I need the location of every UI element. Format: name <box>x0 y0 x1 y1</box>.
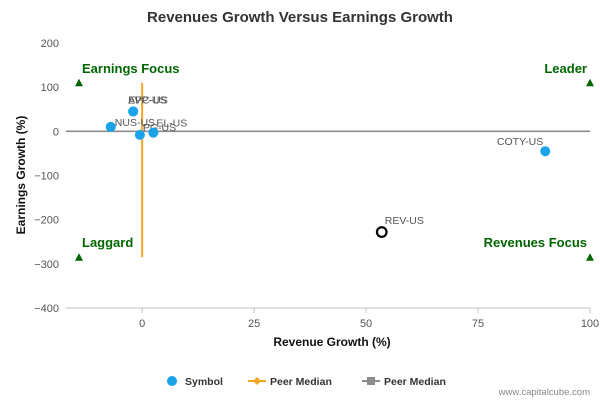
data-point-label: COTY-US <box>497 136 543 148</box>
quadrant-marker-triangle <box>75 78 83 87</box>
quadrant-label: Leader <box>544 61 587 76</box>
y-axis-title: Earnings Growth (%) <box>14 116 28 235</box>
data-point-marker <box>128 106 139 117</box>
quadrant-label: Revenues Focus <box>484 235 587 250</box>
data-point-label: AVP-US <box>128 94 166 106</box>
x-tick-label: 25 <box>248 318 260 330</box>
x-tick-label: 100 <box>581 318 599 330</box>
data-point-marker <box>134 129 145 140</box>
y-tick-label: −200 <box>34 215 59 227</box>
x-tick-label: 75 <box>472 318 484 330</box>
source-credit: www.capitalcube.com <box>498 387 590 398</box>
quadrant-marker-triangle <box>75 253 83 261</box>
quadrant-marker-triangle <box>586 253 594 261</box>
x-tick-label: 50 <box>360 318 372 330</box>
peer-median-lines <box>66 82 590 258</box>
x-axis-ticks: 0 25 50 75 100 <box>66 307 599 330</box>
y-tick-label: −100 <box>34 171 59 183</box>
quadrant-label: Laggard <box>82 235 133 250</box>
y-tick-label: −400 <box>34 303 59 315</box>
quadrant-marker-triangle <box>586 78 594 87</box>
x-axis-title: Revenue Growth (%) <box>273 335 390 349</box>
data-point-marker <box>540 146 551 157</box>
plot-area: 0 25 50 75 100 200 100 0 −100 −200 −300 −400 Earni… <box>34 38 599 330</box>
data-point-label: EL-US <box>156 118 187 130</box>
highlight-point-label: REV-US <box>385 215 424 227</box>
quadrant-labels: Earnings Focus Leader Laggard Revenues Focu… <box>75 61 594 261</box>
legend-symbol-diamond <box>253 377 261 385</box>
data-points: NUS-USEPC-USAVP-USPG-USEL-USCOTY-USREV-U… <box>105 94 551 238</box>
data-point-marker <box>148 127 159 138</box>
legend: Symbol Peer Median Peer Median <box>167 376 446 388</box>
legend-label: Symbol <box>185 376 223 388</box>
legend-symbol-circle <box>167 376 177 386</box>
data-point-marker <box>105 121 116 132</box>
data-point-label: NUS-US <box>115 117 155 129</box>
y-tick-label: 200 <box>41 38 59 50</box>
y-tick-label: 0 <box>53 126 59 138</box>
x-tick-label: 0 <box>139 318 145 330</box>
legend-symbol-square <box>367 377 375 385</box>
y-axis-ticks: 200 100 0 −100 −200 −300 −400 <box>34 38 59 315</box>
data-point-label: EPC-US <box>128 94 168 106</box>
y-tick-label: −300 <box>34 259 59 271</box>
chart-title: Revenues Growth Versus Earnings Growth <box>147 9 453 26</box>
legend-label: Peer Median <box>384 376 446 388</box>
highlight-point-marker <box>375 226 388 238</box>
y-tick-label: 100 <box>41 82 59 94</box>
quadrant-label: Earnings Focus <box>82 61 180 76</box>
legend-label: Peer Median <box>270 376 332 388</box>
